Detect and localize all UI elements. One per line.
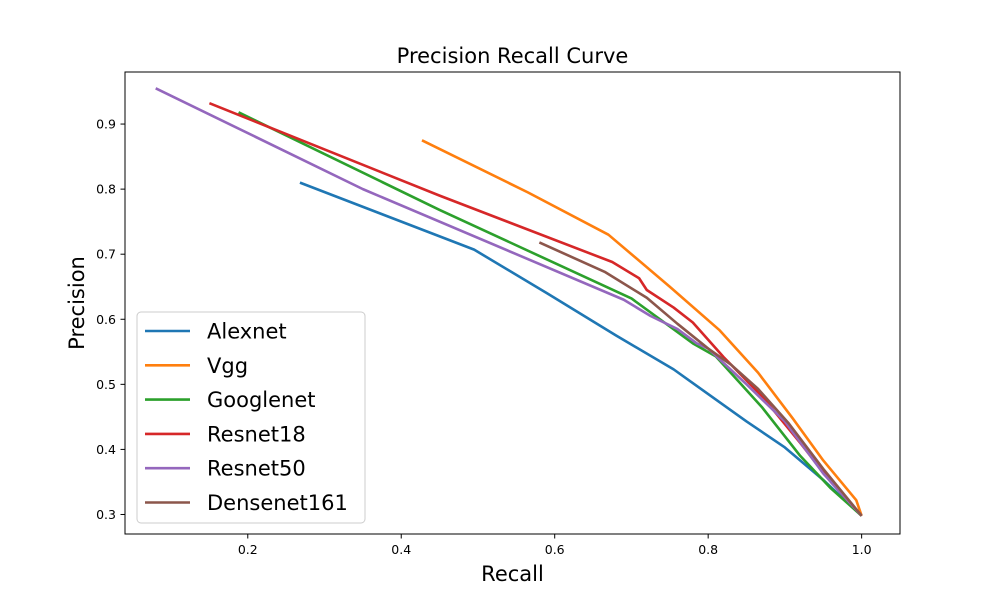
legend: Alexnet Vgg Googlenet Resnet18 Resnet50 Dense… bbox=[136, 311, 366, 524]
x-tick-label: 1.0 bbox=[852, 542, 872, 557]
legend-label-resnet50: Resnet50 bbox=[207, 457, 306, 481]
chart-title: Precision Recall Curve bbox=[397, 44, 629, 68]
x-tick-label: 0.2 bbox=[238, 542, 258, 557]
y-tick-label: 0.4 bbox=[96, 442, 116, 457]
x-tick-label: 0.4 bbox=[391, 542, 411, 557]
legend-label-googlenet: Googlenet bbox=[207, 388, 316, 412]
y-tick-label: 0.6 bbox=[96, 312, 116, 327]
x-axis-label: Recall bbox=[481, 562, 544, 586]
plot-lines bbox=[155, 87, 863, 517]
plot-area-frame bbox=[124, 71, 901, 535]
y-tick-label: 0.7 bbox=[96, 247, 116, 262]
series-line-alexnet bbox=[299, 181, 863, 517]
legend-label-alexnet: Alexnet bbox=[207, 320, 287, 344]
series-line-vgg bbox=[421, 139, 863, 517]
x-tick-label: 0.8 bbox=[698, 542, 718, 557]
legend-label-densenet161: Densenet161 bbox=[207, 491, 348, 515]
x-tick-label: 0.6 bbox=[545, 542, 565, 557]
x-axis-ticks: 0.2 0.4 0.6 0.8 1.0 bbox=[238, 534, 872, 557]
series-line-densenet161 bbox=[538, 241, 863, 517]
series-line-resnet50 bbox=[155, 87, 863, 517]
y-tick-label: 0.8 bbox=[96, 182, 116, 197]
y-tick-label: 0.5 bbox=[96, 377, 116, 392]
legend-label-vgg: Vgg bbox=[207, 354, 248, 378]
legend-box bbox=[136, 311, 366, 524]
y-axis-ticks: 0.3 0.4 0.5 0.6 0.7 0.8 0.9 bbox=[96, 117, 125, 522]
y-tick-label: 0.3 bbox=[96, 507, 116, 522]
y-tick-label: 0.9 bbox=[96, 117, 116, 132]
y-axis-label: Precision bbox=[65, 256, 89, 350]
legend-label-resnet18: Resnet18 bbox=[207, 422, 306, 446]
